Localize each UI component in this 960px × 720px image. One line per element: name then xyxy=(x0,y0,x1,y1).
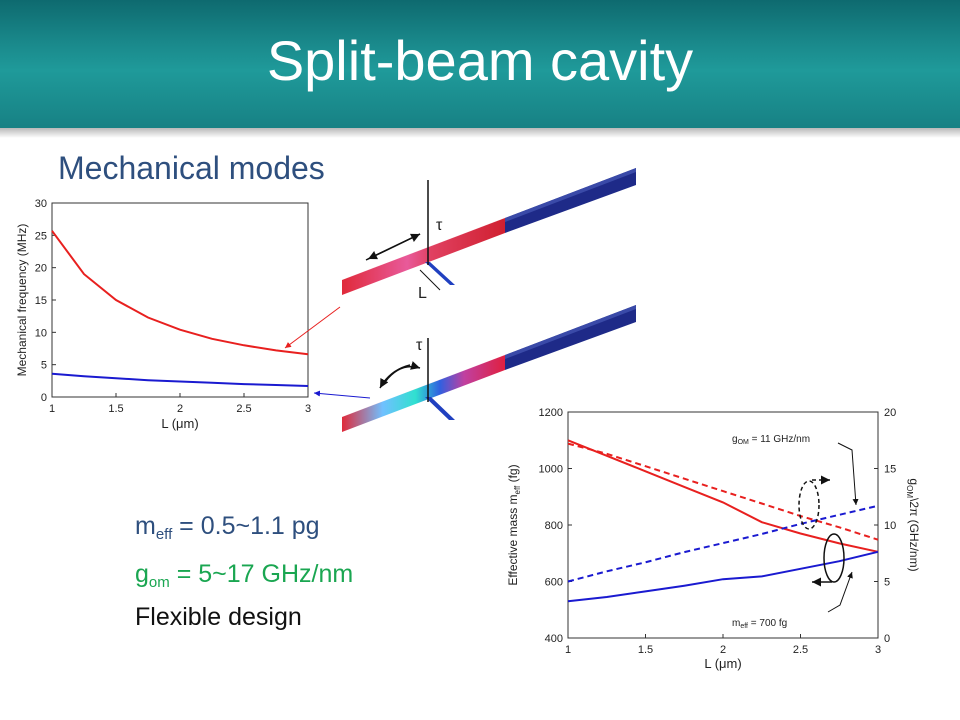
title-bar xyxy=(0,0,960,128)
chart2-ylabel: Effective mass meff (fg) xyxy=(506,464,522,585)
chart2-xlabel: L (μm) xyxy=(704,656,741,671)
chart2-y2tick-label: 5 xyxy=(884,577,890,589)
slide-title: Split-beam cavity xyxy=(266,29,694,92)
annotation-meff: meff = 700 fg xyxy=(732,533,853,630)
bullet-flexible-design: Flexible design xyxy=(135,603,302,631)
chart1-series-1 xyxy=(51,230,309,356)
chart1-ytick-label: 20 xyxy=(35,263,47,275)
bullet-coupling-rate: gom = 5~17 GHz/nm xyxy=(135,560,354,591)
chart2-y2label: gOM\2π (GHz/nm) xyxy=(905,478,921,571)
chart1-xtick-label: 2.5 xyxy=(236,403,251,415)
chart2-ytick-label: 400 xyxy=(545,633,563,645)
chart1-ytick-label: 30 xyxy=(35,198,47,210)
annotation-gom: gOM = 11 GHz/nm xyxy=(732,434,859,530)
chart2-xtick-label: 3 xyxy=(875,644,881,656)
chart1-ylabel: Mechanical frequency (MHz) xyxy=(15,224,29,377)
red-pointer-arrow xyxy=(284,306,341,349)
chart2-y2tick-label: 10 xyxy=(884,520,896,532)
chart2-xtick-label: 1 xyxy=(565,644,571,656)
blue-pointer-arrow xyxy=(313,390,371,399)
chart1-ytick-label: 0 xyxy=(41,392,47,404)
chart1-plot-area xyxy=(51,202,309,398)
chart2-ytick-label: 800 xyxy=(545,520,563,532)
chart1-series-2 xyxy=(51,372,309,387)
length-label: L xyxy=(418,285,427,302)
chart1-xtick-label: 2 xyxy=(177,403,183,415)
torque-label-top: τ xyxy=(436,217,443,234)
chart2-y2tick-label: 15 xyxy=(884,464,896,476)
chart1-xtick-label: 1 xyxy=(49,403,55,415)
chart2-series-1 xyxy=(567,439,879,553)
beam-top: τ L xyxy=(342,168,636,302)
svg-text:meff = 700 fg: meff = 700 fg xyxy=(732,618,787,630)
chart2-plot-area xyxy=(567,411,879,639)
chart2-series-4 xyxy=(567,504,879,583)
chart1-ytick-label: 15 xyxy=(35,295,47,307)
chart1-ytick-label: 10 xyxy=(35,327,47,339)
chart1-ytick-label: 25 xyxy=(35,230,47,242)
chart1-xtick-label: 1.5 xyxy=(108,403,123,415)
chart2-xtick-label: 1.5 xyxy=(638,644,653,656)
chart1-ytick-label: 5 xyxy=(41,360,47,372)
chart2-series-3 xyxy=(567,442,879,541)
chart2-y2tick-label: 0 xyxy=(884,633,890,645)
chart2-xtick-label: 2 xyxy=(720,644,726,656)
chart2-ytick-label: 1200 xyxy=(539,407,563,419)
chart1-xtick-label: 3 xyxy=(305,403,311,415)
chart2-y2tick-label: 20 xyxy=(884,407,896,419)
chart2-ytick-label: 600 xyxy=(545,577,563,589)
chart2-series-2 xyxy=(567,550,879,603)
chart2-xtick-label: 2.5 xyxy=(793,644,808,656)
svg-text:gOM = 11 GHz/nm: gOM = 11 GHz/nm xyxy=(732,434,810,446)
section-heading: Mechanical modes xyxy=(58,150,325,186)
title-bar-shadow xyxy=(0,128,960,138)
bullet-effective-mass: meff = 0.5~1.1 pg xyxy=(135,512,320,543)
beam-bottom: τ xyxy=(342,305,636,432)
chart2-ytick-label: 1000 xyxy=(539,464,563,476)
chart1-xlabel: L (μm) xyxy=(161,416,198,431)
torque-label-bottom: τ xyxy=(416,337,423,354)
